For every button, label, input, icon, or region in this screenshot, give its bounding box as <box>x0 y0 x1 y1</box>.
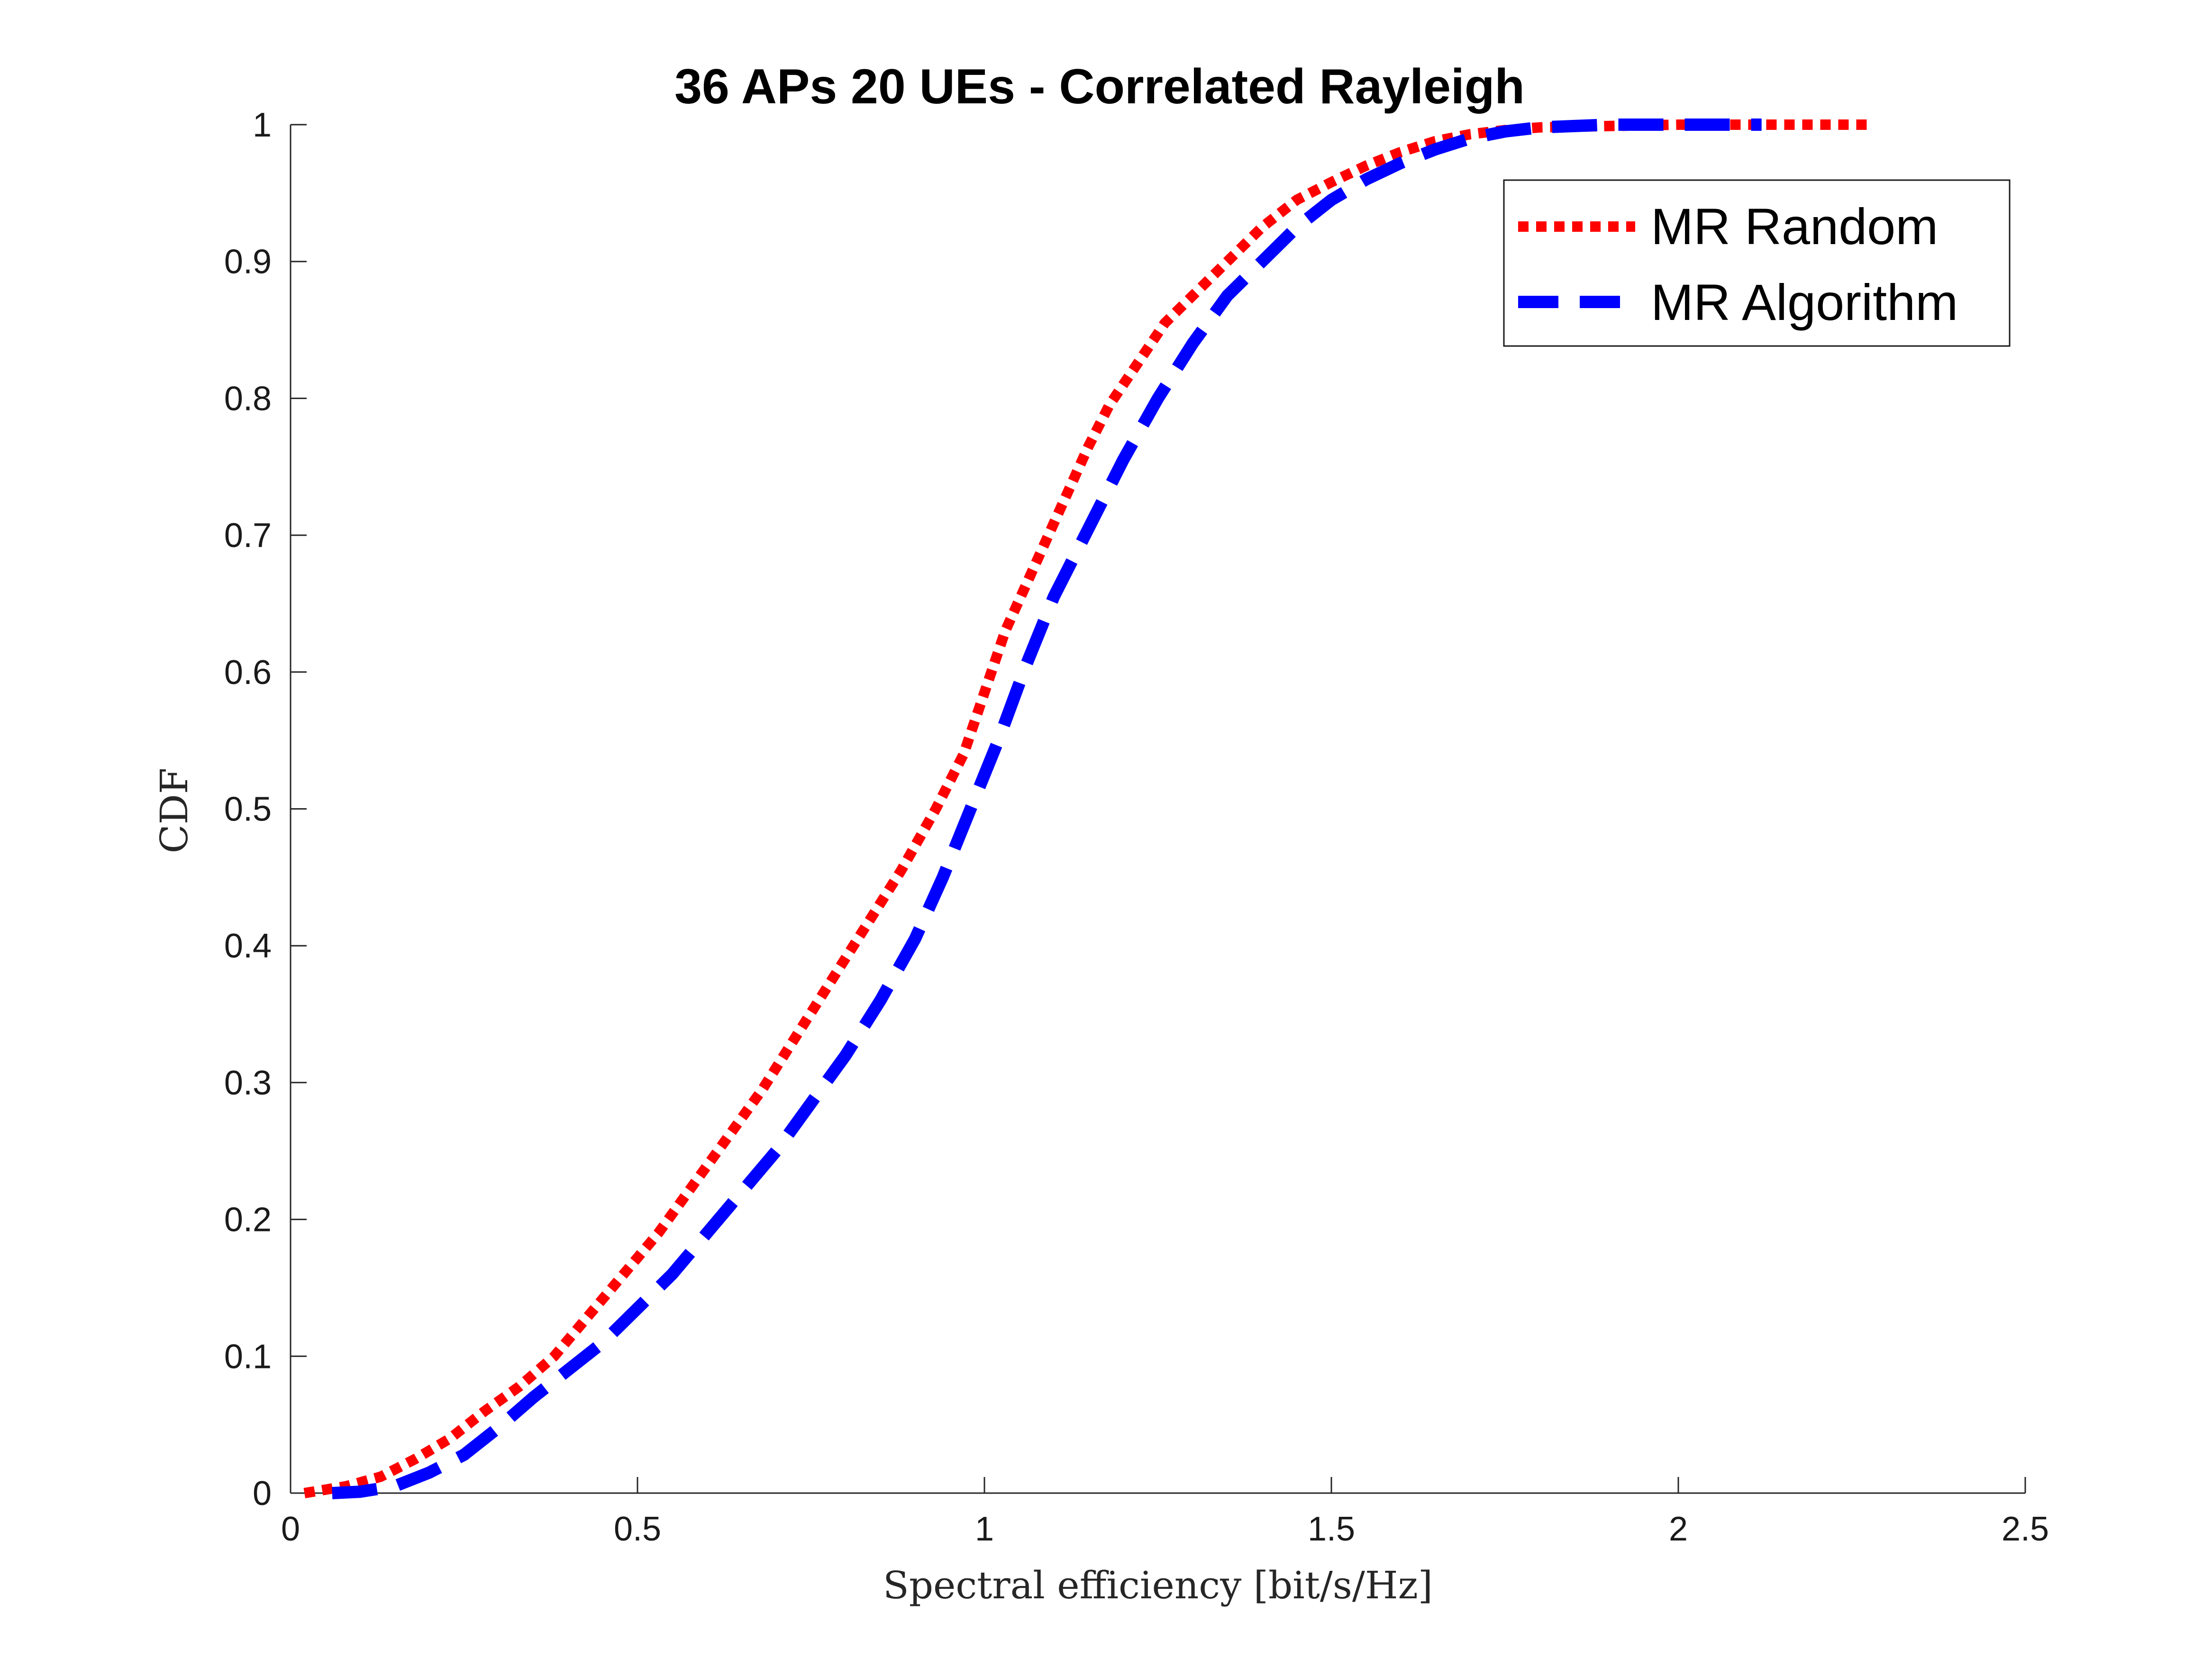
y-tick-label: 0.2 <box>224 1201 272 1239</box>
x-axis-label: Spectral efficiency [bit/s/Hz] <box>883 1563 1433 1607</box>
y-tick-label: 1 <box>253 106 272 144</box>
x-tick-label: 1.5 <box>1308 1510 1355 1548</box>
series-line-mr-random <box>303 119 1873 1498</box>
y-tick-label: 0.5 <box>224 791 272 829</box>
y-tick-label: 0.6 <box>224 654 272 692</box>
y-tick-label: 0.4 <box>224 927 272 965</box>
series-layer <box>303 118 1873 1499</box>
legend-label-mr-algorithm: MR Algorithm <box>1651 273 1958 331</box>
y-ticks: 0 0.1 0.2 0.3 0.4 0.5 0.6 0.7 0.8 0.9 1 <box>224 106 307 1513</box>
x-tick-label: 1 <box>975 1510 994 1548</box>
x-ticks: 0 0.5 1 1.5 2 2.5 <box>281 1477 2049 1548</box>
chart-title: 36 APs 20 UEs - Correlated Rayleigh <box>674 59 1525 114</box>
x-tick-label: 0 <box>281 1510 300 1548</box>
y-tick-label: 0 <box>253 1475 272 1513</box>
x-tick-label: 0.5 <box>614 1510 661 1548</box>
series-line-mr-algorithm <box>332 118 1762 1499</box>
legend: MR Random MR Algorithm <box>1503 179 2011 347</box>
y-tick-label: 0.3 <box>224 1064 272 1102</box>
y-axis-label: CDF <box>152 768 196 854</box>
legend-label-mr-random: MR Random <box>1651 198 1938 255</box>
x-tick-label: 2.5 <box>2002 1510 2049 1548</box>
y-tick-label: 0.1 <box>224 1338 272 1376</box>
y-tick-label: 0.7 <box>224 517 272 555</box>
y-tick-label: 0.9 <box>224 243 272 281</box>
y-tick-label: 0.8 <box>224 380 272 418</box>
legend-box <box>1503 179 2011 347</box>
x-tick-label: 2 <box>1669 1510 1688 1548</box>
